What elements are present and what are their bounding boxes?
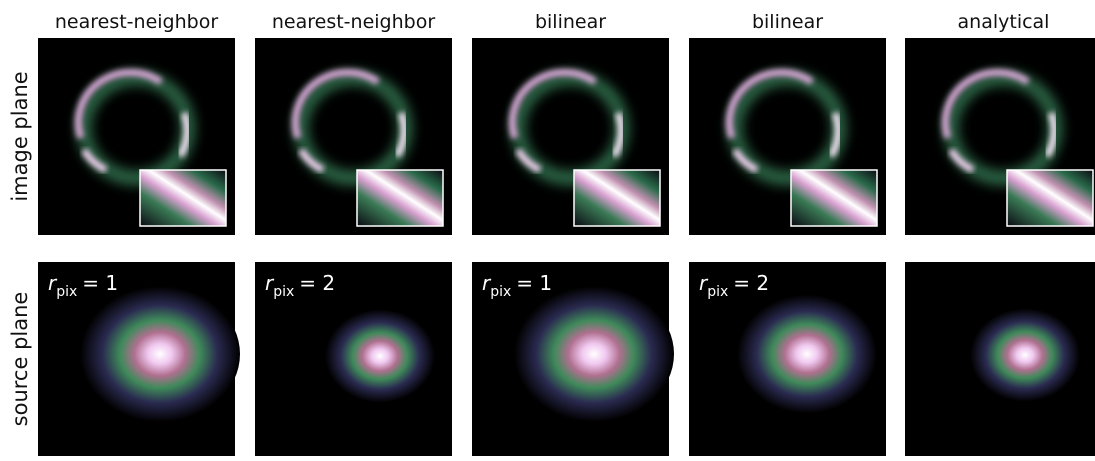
source-panel: rpix= 2 — [255, 262, 452, 456]
row-label: image plane — [8, 71, 32, 201]
column-title: nearest-neighbor — [55, 11, 218, 33]
source-panel: rpix= 1 — [38, 262, 240, 456]
source-blob — [514, 286, 674, 422]
source-panel: rpix= 2 — [689, 262, 886, 456]
annotation-sub: pix — [707, 284, 728, 300]
annotation-sub: pix — [56, 284, 77, 300]
column-title: analytical — [958, 11, 1050, 33]
source-panel: rpix= 1 — [472, 262, 674, 456]
inset — [1007, 170, 1093, 226]
inset — [357, 170, 443, 226]
inset — [791, 170, 877, 226]
figure: image planesource planenearest-neighborr… — [0, 0, 1095, 457]
inset — [140, 170, 226, 226]
source-blob — [325, 309, 435, 403]
image-panel — [472, 38, 669, 235]
image-panel — [38, 38, 235, 235]
image-panel — [689, 38, 886, 235]
annotation-sub: pix — [490, 284, 511, 300]
source-blob — [970, 308, 1080, 402]
source-blob — [737, 295, 877, 414]
annotation-sub: pix — [273, 284, 294, 300]
annotation-rest: = 1 — [516, 271, 552, 295]
annotation-rest: = 2 — [299, 271, 335, 295]
annotation-rest: = 2 — [733, 271, 769, 295]
source-blob — [80, 286, 240, 422]
column-title: bilinear — [752, 11, 823, 33]
inset — [574, 170, 660, 226]
row-label: source plane — [8, 292, 32, 427]
column-title: nearest-neighbor — [272, 11, 435, 33]
image-panel — [905, 38, 1095, 235]
image-panel — [255, 38, 452, 235]
source-panel — [905, 262, 1095, 456]
column-title: bilinear — [535, 11, 606, 33]
annotation-rest: = 1 — [82, 271, 118, 295]
